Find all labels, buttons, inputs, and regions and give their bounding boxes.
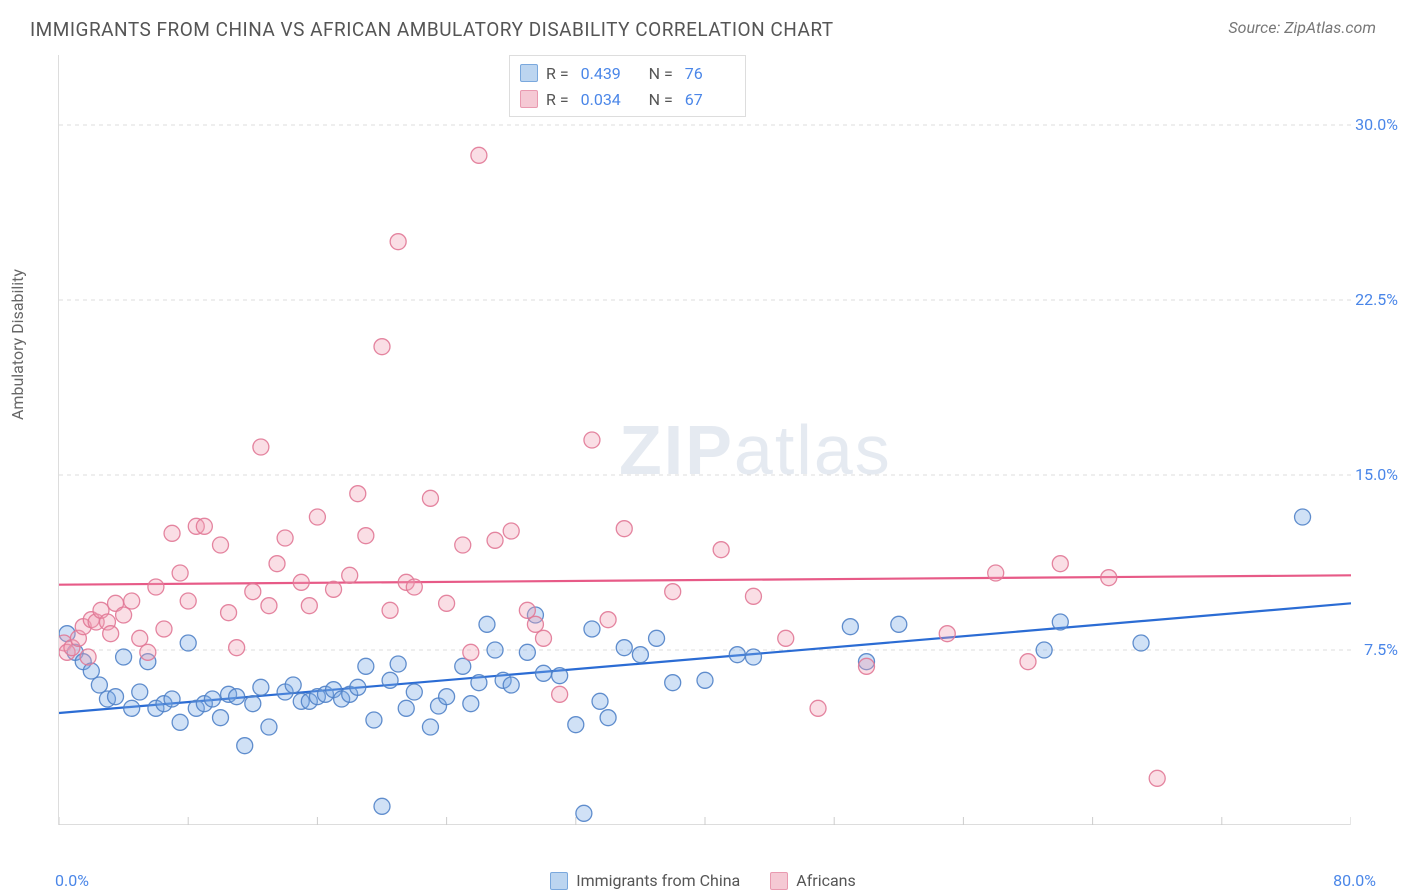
n-label: N = [649, 64, 673, 83]
source-attribution: Source: ZipAtlas.com [1228, 18, 1376, 37]
n-value: 76 [685, 64, 735, 83]
n-label: N = [649, 90, 673, 109]
scatter-svg [59, 55, 1351, 825]
n-value: 67 [685, 90, 735, 109]
legend-swatch [520, 64, 538, 82]
chart-title: IMMIGRANTS FROM CHINA VS AFRICAN AMBULAT… [30, 18, 834, 41]
y-tick-label: 30.0% [1355, 115, 1398, 134]
stats-legend-row: R = 0.034 N = 67 [520, 86, 735, 112]
series-name: Immigrants from China [576, 871, 740, 890]
r-label: R = [546, 90, 569, 109]
series-legend: Immigrants from China Africans [0, 871, 1406, 890]
y-tick-label: 15.0% [1355, 465, 1398, 484]
legend-swatch [770, 872, 788, 890]
stats-legend-row: R = 0.439 N = 76 [520, 60, 735, 86]
y-tick-label: 22.5% [1355, 290, 1398, 309]
legend-swatch [520, 90, 538, 108]
r-value: 0.034 [581, 90, 631, 109]
legend-swatch [550, 872, 568, 890]
series-name: Africans [796, 871, 855, 890]
r-value: 0.439 [581, 64, 631, 83]
y-tick-label: 7.5% [1364, 640, 1398, 659]
chart-plot-area: ZIPatlas R =0.439N =76R =0.034N =67 [58, 55, 1350, 825]
r-label: R = [546, 64, 569, 83]
y-axis-label: Ambulatory Disability [8, 269, 27, 420]
series-legend-item: Immigrants from China [550, 871, 740, 890]
series-legend-item: Africans [770, 871, 855, 890]
stats-legend: R = 0.439 N = 76 R = 0.034 N = 67 [509, 55, 746, 117]
